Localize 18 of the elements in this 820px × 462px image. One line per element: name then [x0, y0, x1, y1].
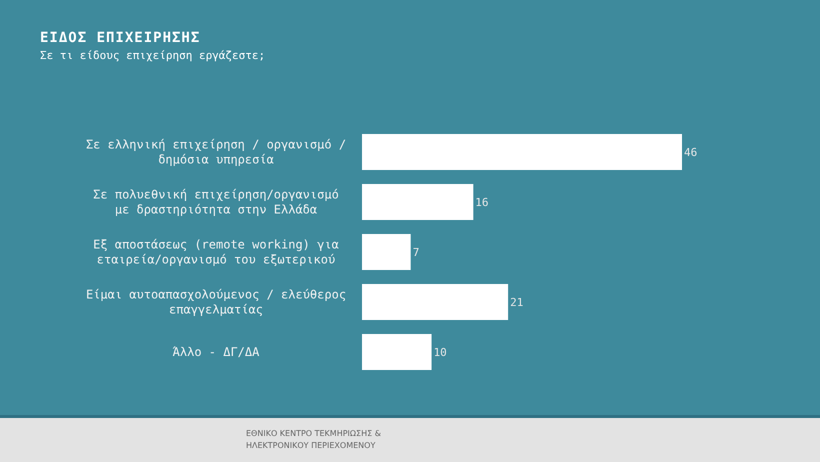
bar	[362, 184, 474, 220]
data-label: 7	[412, 246, 420, 259]
bar	[362, 134, 682, 170]
y-tick-label: Εξ αποστάσεως (remote working) για εταιρεία/οργανισμό του εξωτερικού	[93, 238, 339, 266]
y-tick-label: Άλλο - ΔΓ/ΔΑ	[172, 345, 260, 359]
text: Σε τι είδους επιχείρηση εργάζεστε;	[40, 49, 266, 62]
y-tick-label: Είμαι αυτοαπασχολούμενος / ελεύθερος επαγγελματίας	[86, 288, 346, 316]
bar	[362, 284, 508, 320]
text: ΕΙΔΟΣ ΕΠΙΧΕΙΡΗΣΗΣ	[40, 30, 200, 46]
text: ΕΘΝΙΚΟ ΚΕΝΤΡΟ ΤΕΚΜΗΡΙΩΣΗΣ & ΗΛΕΚΤΡΟΝΙΚΟΥ ΠΕΡΙΕΧΟΜΕΝΟΥ	[246, 428, 382, 452]
data-label: 21	[510, 296, 524, 309]
data-label: 16	[475, 196, 489, 209]
y-tick-label: Σε ελληνική επιχείρηση / οργανισμό / δημόσια υπηρεσία	[86, 138, 346, 166]
data-label: 46	[684, 146, 698, 159]
bar	[362, 234, 411, 270]
data-label: 10	[434, 346, 447, 359]
y-tick-label: Σε πολυεθνική επιχείρηση/οργανισμό με δραστηριότητα στην Ελλάδα	[93, 188, 339, 216]
bar	[362, 334, 432, 370]
